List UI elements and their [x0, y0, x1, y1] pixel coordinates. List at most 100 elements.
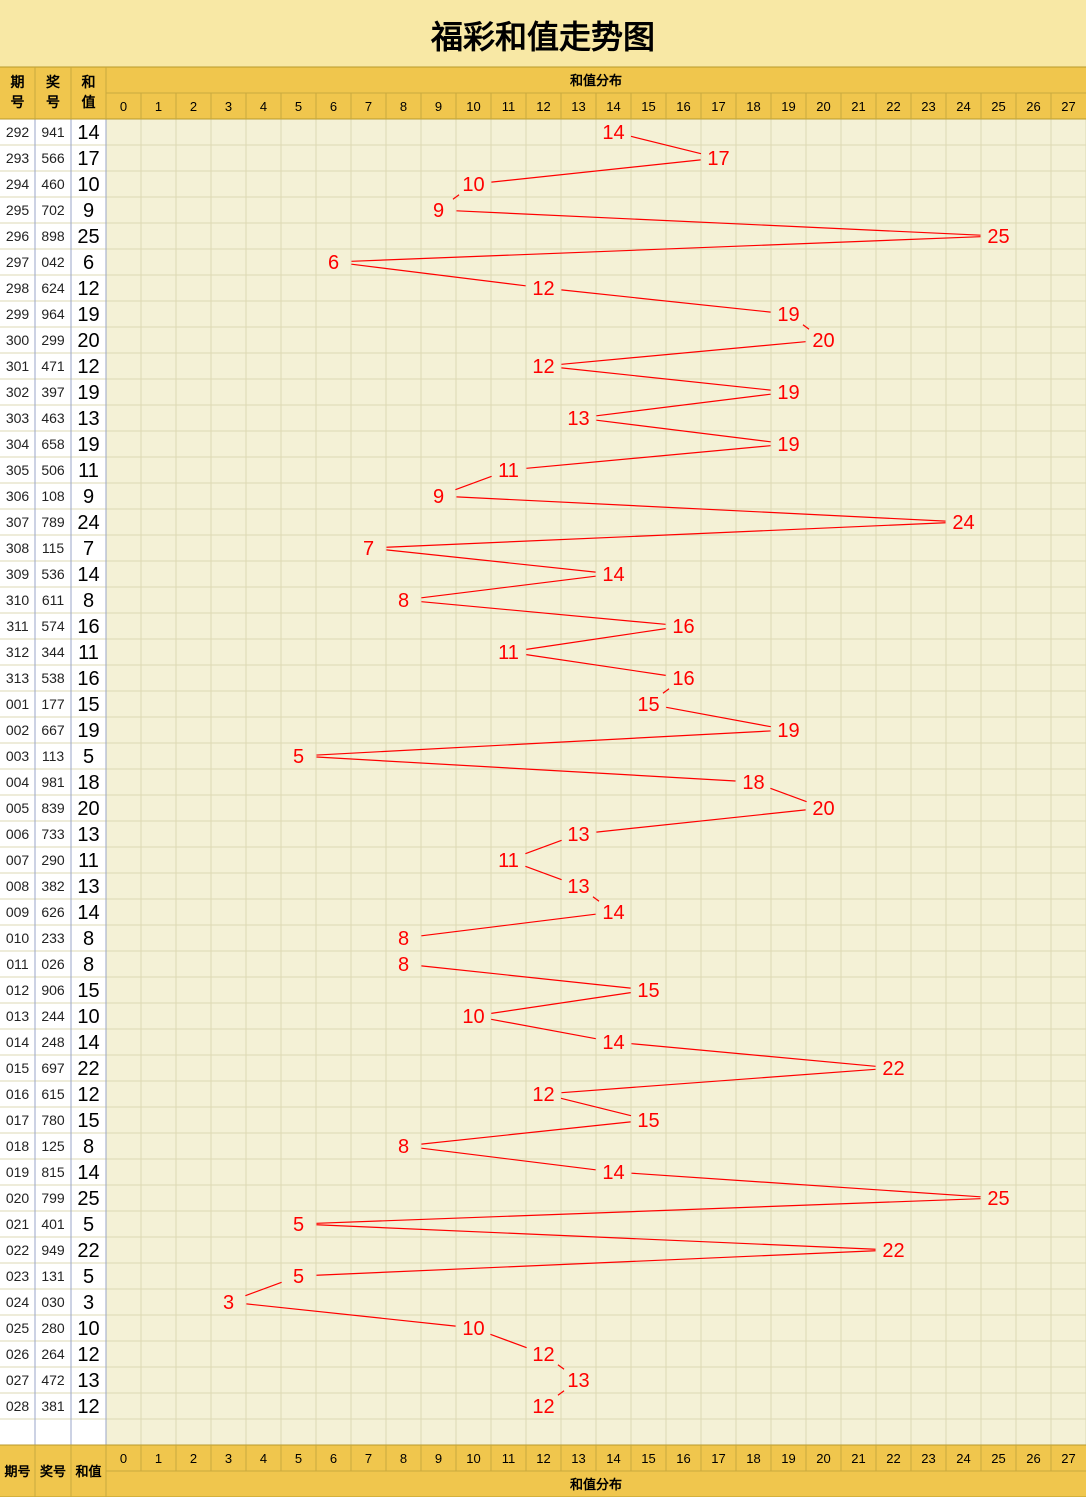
trend-point-label: 19 [777, 382, 799, 404]
x-tick-label: 25 [991, 99, 1005, 114]
sum-cell: 19 [77, 382, 99, 404]
period-cell: 019 [6, 1164, 30, 1180]
trend-label-layer: 14 17 10 9 25 6 12 19 20 12 19 13 19 11 9 24 7 14 8 16 11 16 1… [223, 122, 1010, 1418]
trend-segment [491, 992, 631, 1014]
x-tick-label: 9 [435, 1451, 442, 1466]
distribution-label: 和值分布 [570, 1477, 622, 1492]
period-cell: 293 [6, 150, 30, 166]
trend-segment [525, 865, 562, 881]
x-tick-label: 27 [1061, 1451, 1075, 1466]
number-cell: 658 [41, 436, 65, 452]
period-cell: 310 [6, 592, 30, 608]
trend-point-label: 14 [602, 564, 624, 586]
number-cell: 299 [41, 332, 65, 348]
number-cell: 472 [41, 1372, 65, 1388]
period-cell: 005 [6, 800, 30, 816]
period-cell: 303 [6, 410, 30, 426]
x-tick-label: 24 [956, 99, 970, 114]
period-cell: 304 [6, 436, 30, 452]
number-cell: 344 [41, 644, 65, 660]
period-cell: 007 [6, 852, 30, 868]
x-tick-label: 26 [1026, 1451, 1040, 1466]
sum-cell: 15 [77, 980, 99, 1002]
period-cell: 021 [6, 1216, 30, 1232]
title-bar [0, 0, 1086, 67]
page-title: 福彩和值走势图 [430, 18, 655, 56]
period-cell: 027 [6, 1372, 30, 1388]
trend-point-label: 12 [532, 278, 554, 300]
period-cell: 024 [6, 1294, 30, 1310]
sum-cell: 25 [77, 1188, 99, 1210]
trend-point-label: 7 [363, 538, 374, 560]
x-tick-label: 6 [330, 99, 337, 114]
x-tick-label: 21 [851, 1451, 865, 1466]
trend-segment [452, 194, 460, 200]
period-cell: 295 [6, 202, 30, 218]
x-tick-label: 1 [155, 1451, 162, 1466]
trend-point-label: 14 [602, 1032, 624, 1054]
number-cell: 026 [41, 956, 65, 972]
sum-cell: 13 [77, 408, 99, 430]
number-cell: 611 [42, 592, 65, 608]
trend-point-label: 9 [433, 486, 444, 508]
trend-segment [421, 913, 596, 937]
x-tick-label: 1 [155, 99, 162, 114]
trend-point-label: 13 [567, 408, 589, 430]
number-cell: 667 [41, 722, 65, 738]
trend-point-label: 14 [602, 1162, 624, 1184]
trend-segment [560, 1097, 632, 1117]
trend-point-label: 3 [223, 1292, 234, 1314]
number-cell: 463 [41, 410, 65, 426]
period-cell: 009 [6, 904, 30, 920]
x-tick-label: 21 [851, 99, 865, 114]
number-cell: 233 [41, 930, 65, 946]
number-cell: 042 [41, 254, 65, 270]
trend-segment [525, 839, 562, 855]
trend-segment [316, 1224, 876, 1250]
trend-point-label: 16 [672, 668, 694, 690]
x-tick-label: 14 [606, 99, 620, 114]
number-cell: 780 [41, 1112, 65, 1128]
sum-cell: 20 [77, 330, 99, 352]
trend-segment [526, 445, 771, 469]
trend-point-label: 9 [433, 200, 444, 222]
sum-cell: 9 [83, 200, 94, 222]
x-tick-label: 0 [120, 99, 127, 114]
period-cell: 025 [6, 1320, 30, 1336]
trend-segment [557, 1364, 565, 1370]
trend-point-label: 8 [398, 954, 409, 976]
number-cell: 536 [41, 566, 65, 582]
number-cell: 815 [41, 1164, 65, 1180]
bottom-number-header: 奖号 [40, 1464, 66, 1479]
period-cell: 023 [6, 1268, 30, 1284]
trend-segment [386, 522, 946, 548]
sum-cell: 14 [77, 1032, 99, 1054]
x-tick-label: 9 [435, 99, 442, 114]
x-tick-label: 18 [746, 1451, 760, 1466]
period-cell: 014 [6, 1034, 30, 1050]
period-cell: 003 [6, 748, 30, 764]
x-tick-label: 24 [956, 1451, 970, 1466]
trend-segment [316, 1198, 981, 1224]
trend-point-label: 14 [602, 902, 624, 924]
trend-point-label: 11 [498, 460, 519, 482]
x-tick-label: 0 [120, 1451, 127, 1466]
trend-segment [596, 809, 806, 833]
x-tick-label: 26 [1026, 99, 1040, 114]
trend-point-label: 15 [637, 1110, 659, 1132]
number-cell: 131 [41, 1268, 65, 1284]
trend-point-label: 12 [532, 1396, 554, 1418]
number-cell: 280 [41, 1320, 65, 1336]
distribution-label: 和值分布 [570, 73, 622, 88]
period-cell: 015 [6, 1060, 30, 1076]
sum-cell: 22 [77, 1240, 99, 1262]
period-cell: 307 [6, 514, 30, 530]
sum-cell: 8 [83, 954, 94, 976]
period-cell: 294 [6, 176, 30, 192]
number-cell: 108 [41, 488, 65, 504]
sum-cell: 12 [77, 1084, 99, 1106]
trend-point-label: 20 [812, 330, 834, 352]
trend-point-label: 22 [882, 1058, 904, 1080]
number-cell: 799 [41, 1190, 65, 1206]
number-cell: 382 [41, 878, 65, 894]
